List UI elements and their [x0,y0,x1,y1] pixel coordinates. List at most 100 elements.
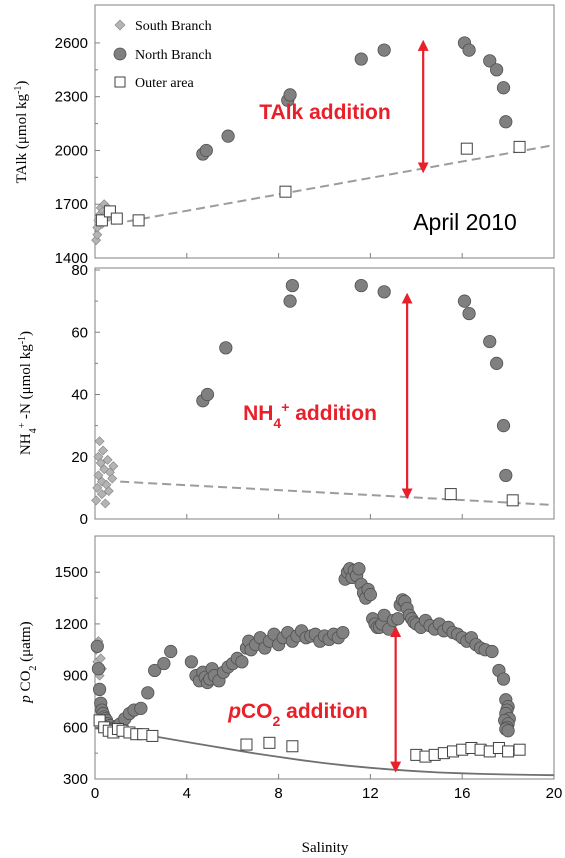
point-outer-area [286,740,299,753]
point-north-branch [352,562,366,576]
point-outer-area [279,185,292,198]
point-north-branch [354,52,368,66]
x-tick-label: 20 [546,785,563,802]
point-south-branch [100,498,111,509]
point-outer-area [513,140,526,153]
tick-marks [94,42,555,259]
point-north-branch [91,662,106,676]
annotation-pco2-addition: pCO2 addition [227,700,368,729]
point-north-branch [490,63,504,77]
x-tick-label: 0 [91,785,99,802]
point-north-branch [462,306,476,321]
y-tick-label: 1200 [55,616,88,633]
point-north-branch [499,468,513,483]
legend-label-outer-area: Outer area [135,76,194,91]
point-north-branch [501,724,515,738]
trend-line [113,144,555,225]
point-outer-area [132,214,145,227]
plot-frame [94,267,555,520]
point-outer-area [146,729,159,742]
point-north-branch [283,294,297,308]
y-axis-title: NH4+ -N (μmol kg-1) [17,331,39,455]
point-north-branch [285,278,299,293]
point-outer-area [444,488,457,501]
point-north-branch [90,639,104,653]
data-points [91,36,526,246]
point-outer-area [240,738,253,751]
point-north-branch [92,682,107,697]
point-south-branch [95,457,106,468]
point-south-branch [96,489,107,500]
point-north-branch [283,88,297,102]
point-north-branch [483,54,497,68]
y-tick-label: 2000 [55,142,88,159]
point-south-branch [92,482,103,493]
x-tick-labels: 0 4 8 12 16 20 [91,785,563,802]
y-tick-label: 2600 [55,35,88,52]
legend: South Branch North Branch Outer area [113,19,212,91]
point-north-branch [462,43,476,57]
x-tick-label: 12 [362,785,379,802]
point-north-branch [377,43,391,57]
x-tick-label: 8 [274,785,282,802]
point-outer-area [95,214,108,227]
data-points [90,562,526,763]
point-north-branch [490,356,504,370]
y-tick-labels: 0 20 40 60 80 [71,262,88,528]
x-axis-title: Salinity [302,840,349,856]
point-outer-area [502,745,515,758]
point-outer-area [103,205,116,218]
point-south-branch [93,470,104,481]
legend-marker-outer-area [114,76,126,88]
y-axis-title: p CO2 (μatm) [18,621,39,703]
tick-marks [94,269,555,520]
point-north-branch [496,81,511,95]
point-south-branch [108,461,119,472]
date-label: April 2010 [413,209,517,235]
plot-frame [94,535,555,780]
point-north-branch [199,143,213,158]
annotation-talk-addition: TAlk addition [259,101,390,124]
point-north-branch [200,387,215,402]
point-north-branch [485,644,499,659]
point-south-branch [92,229,103,240]
legend-marker-north-branch [113,47,127,61]
y-tick-label: 900 [63,668,88,685]
point-outer-area [506,494,519,507]
point-north-branch [391,612,405,626]
point-north-branch [221,129,235,143]
y-tick-label: 0 [80,511,88,528]
y-tick-label: 20 [71,449,88,466]
x-tick-label: 16 [454,785,471,802]
y-tick-label: 600 [63,719,88,736]
y-tick-labels: 1400 1700 2000 2300 2600 [55,35,88,267]
plot-frame [94,4,555,259]
point-south-branch [91,495,102,506]
point-outer-area [263,736,276,749]
y-tick-labels: 300 600 900 1200 1500 [55,564,88,788]
dashed-trend-line [120,480,555,506]
legend-label-south-branch: South Branch [135,19,212,34]
y-tick-label: 300 [63,771,88,788]
point-outer-area [513,743,526,756]
point-outer-area [460,142,473,155]
point-north-branch [157,656,171,671]
y-tick-label: 40 [71,387,88,404]
dashed-trend-line [113,144,555,225]
y-tick-label: 1400 [55,250,88,267]
annotation-nh4-addition: NH4+ addition [243,399,377,431]
data-points [91,278,519,509]
point-north-branch [148,663,162,678]
point-north-branch [141,686,155,700]
point-north-branch [496,419,511,433]
point-north-branch [134,701,148,715]
point-north-branch [457,294,472,308]
point-south-branch [98,445,109,456]
point-north-branch [499,115,513,129]
y-tick-label: 1700 [55,196,88,213]
trend-line [120,480,555,506]
y-tick-label: 1500 [55,564,88,581]
panel-nh4: 0 20 40 60 80 NH4+ -N (μmol kg-1) NH4+ addit… [17,262,555,528]
panel-pco2: 300 600 900 1200 1500 0 4 8 12 16 20 p CO2 (μatm)… [18,535,563,856]
